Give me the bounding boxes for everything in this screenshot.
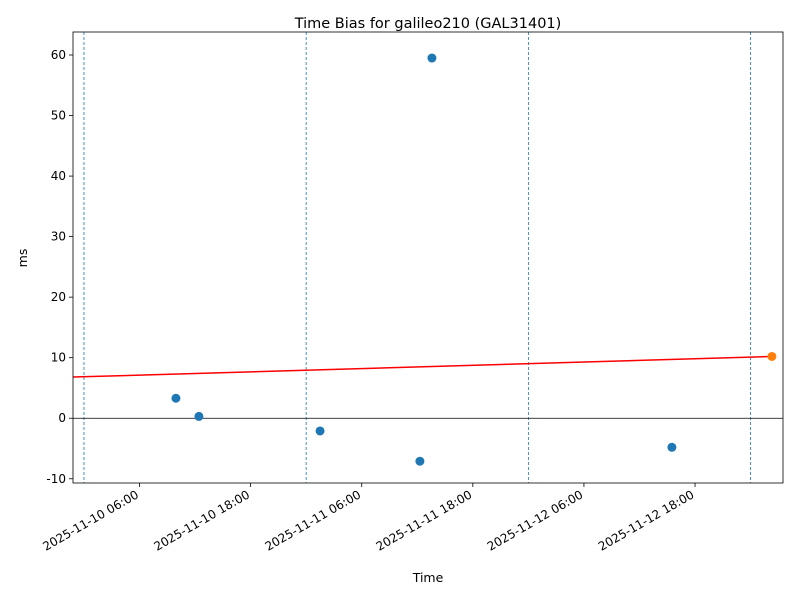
x-tick-label: 2025-11-11 18:00	[374, 487, 475, 553]
plot-frame	[72, 31, 784, 484]
y-tick-label: 30	[51, 230, 66, 244]
x-tick-label: 2025-11-10 06:00	[40, 487, 141, 553]
y-tick-label: 10	[51, 351, 66, 365]
x-axis-label: Time	[412, 570, 444, 585]
y-axis-label: ms	[15, 249, 30, 268]
x-tick-label: 2025-11-12 06:00	[485, 487, 586, 553]
point	[667, 442, 677, 452]
x-tick-label: 2025-11-11 06:00	[263, 487, 364, 553]
x-tick-label: 2025-11-12 18:00	[596, 487, 697, 553]
y-tick-label: 20	[51, 290, 66, 304]
point	[171, 393, 181, 403]
point	[767, 351, 777, 361]
point	[415, 456, 425, 466]
x-tick-label: 2025-11-10 18:00	[151, 487, 252, 553]
y-tick-label: -10	[46, 472, 66, 486]
y-tick-label: 60	[51, 48, 66, 62]
y-tick-label: 0	[58, 411, 66, 425]
trend-line	[72, 355, 772, 378]
point	[427, 53, 437, 63]
y-tick-label: 50	[51, 109, 66, 123]
point	[194, 411, 204, 421]
point	[315, 426, 325, 436]
chart-title: Time Bias for galileo210 (GAL31401)	[294, 16, 562, 32]
y-tick-label: 40	[51, 169, 66, 183]
